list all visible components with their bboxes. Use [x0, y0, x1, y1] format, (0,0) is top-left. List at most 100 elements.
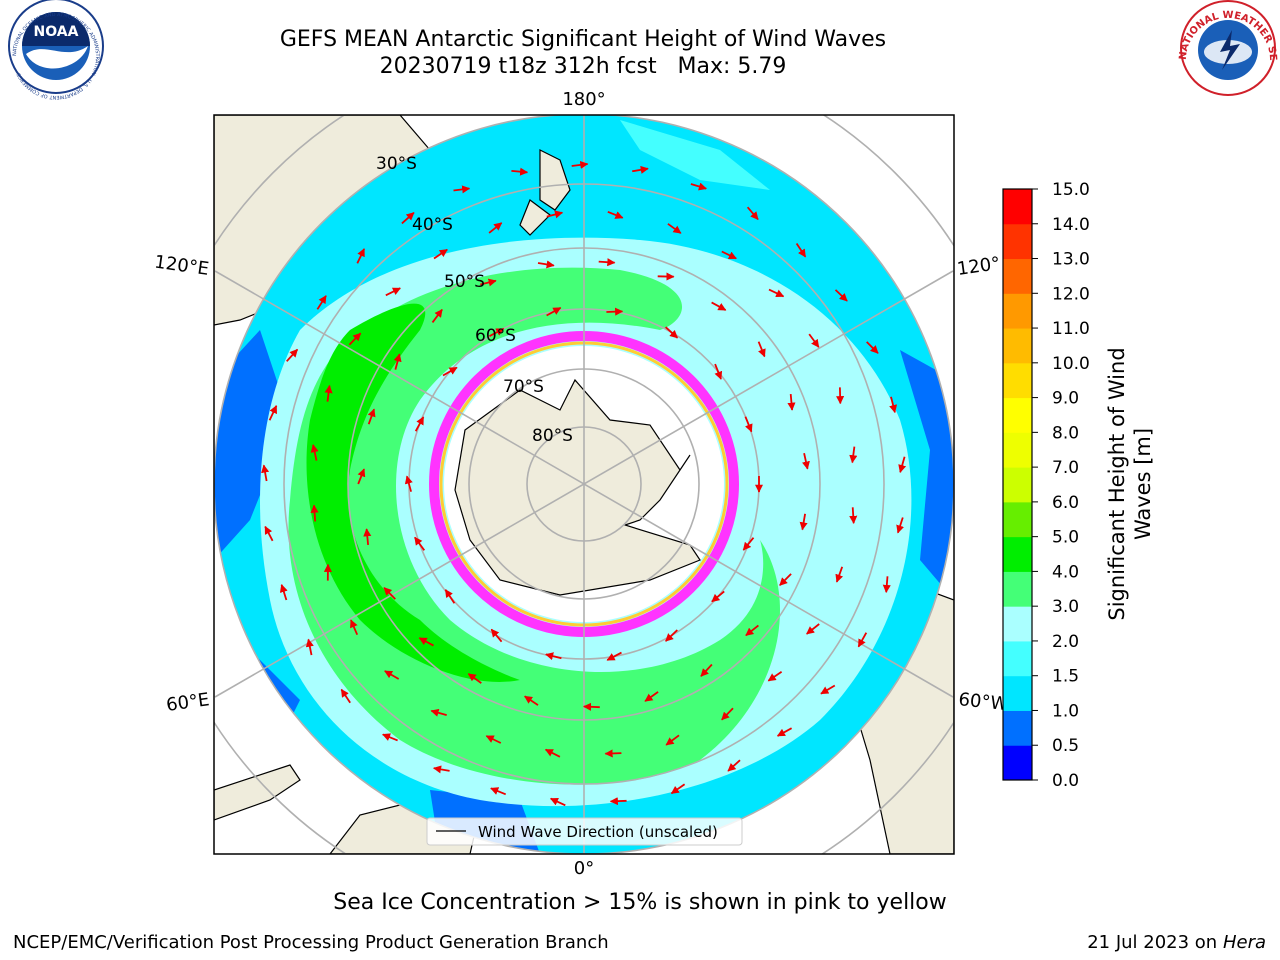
- colorbar-swatch: [1003, 467, 1032, 503]
- wave-direction-arrow: [385, 287, 401, 297]
- wave-direction-arrow: [711, 590, 725, 603]
- graticule: [214, 115, 954, 854]
- chart-subtitle: 20230719 t18z 312h fcst Max: 5.79: [379, 54, 787, 79]
- wave-direction-arrow: [767, 670, 783, 682]
- wave-direction-arrow: [799, 513, 808, 531]
- colorbar-tick-label: 12.0: [1052, 284, 1090, 304]
- lon-label-120w: 120°: [956, 253, 1002, 280]
- wave-direction-arrow: [857, 632, 868, 648]
- legend-label: Wind Wave Direction (unscaled): [478, 823, 718, 841]
- wave-direction-arrow: [488, 327, 505, 337]
- wave-direction-arrow: [746, 206, 759, 221]
- map-panel: [214, 115, 954, 854]
- noaa-abbrev: NOAA: [34, 24, 79, 40]
- arrow-legend: Wind Wave Direction (unscaled): [426, 817, 743, 846]
- wave-direction-arrow: [779, 573, 792, 586]
- lon-label-bottom: 0°: [574, 858, 594, 879]
- wave-direction-arrow: [776, 727, 793, 737]
- colorbar-tick-label: 10.0: [1052, 354, 1090, 374]
- colorbar-tick-label: 14.0: [1052, 215, 1090, 235]
- colorbar-swatch: [1003, 223, 1032, 260]
- colorbar-tick-label: 15.0: [1052, 180, 1090, 200]
- wave-direction-arrow: [834, 289, 848, 302]
- wave-direction-arrow: [667, 223, 682, 234]
- wave-direction-arrow: [889, 396, 898, 414]
- wave-direction-arrow: [546, 307, 562, 317]
- colorbar-swatch: [1003, 745, 1032, 781]
- wave-direction-arrow: [511, 167, 529, 176]
- wave-direction-arrow: [849, 507, 858, 525]
- wave-direction-arrow: [414, 536, 426, 551]
- wave-direction-arrow: [433, 248, 448, 260]
- wave-direction-arrow: [324, 384, 333, 402]
- wave-direction-arrow: [431, 308, 443, 323]
- lat-label-40s: 40°S: [412, 215, 453, 235]
- colorbar-swatch: [1003, 536, 1032, 572]
- wave-direction-arrow: [546, 210, 564, 219]
- wave-direction-arrow: [744, 416, 753, 433]
- colorbar-tick-label: 4.0: [1052, 562, 1079, 582]
- wave-direction-arrow: [896, 517, 904, 534]
- wave-direction-arrow: [363, 528, 372, 545]
- wave-direction-arrow: [357, 468, 366, 485]
- wave-direction-arrow: [882, 576, 891, 594]
- wave-direction-arrow: [711, 301, 727, 311]
- wave-direction-arrow: [632, 165, 649, 174]
- colorbar-swatch: [1003, 710, 1032, 746]
- wave-direction-arrow: [279, 584, 288, 601]
- wave-direction-arrow: [604, 749, 622, 758]
- chart-title: GEFS MEAN Antarctic Significant Height o…: [279, 27, 887, 52]
- wave-direction-arrow: [835, 566, 844, 583]
- colorbar-swatch: [1003, 397, 1032, 433]
- wave-direction-arrow: [545, 652, 562, 661]
- colorbar-swatch: [1003, 675, 1032, 711]
- colorbar-swatches: [1003, 189, 1032, 781]
- wave-direction-arrow: [714, 363, 723, 380]
- wave-direction-arrow: [404, 475, 413, 492]
- colorbar-tick-label: 0.5: [1052, 736, 1079, 756]
- wave-direction-arrow: [644, 691, 659, 702]
- wave-direction-arrow: [768, 288, 785, 298]
- wave-direction-arrow: [414, 416, 425, 432]
- wave-direction-arrow: [490, 628, 503, 643]
- wave-direction-arrow: [524, 695, 539, 706]
- date-stamp: 21 Jul 2023 on Hera: [1087, 932, 1266, 953]
- wave-direction-arrow: [795, 243, 807, 258]
- wave-direction-arrow: [310, 444, 319, 461]
- wave-direction-arrow: [757, 341, 766, 358]
- date-text: 21 Jul 2023 on: [1087, 932, 1218, 953]
- wave-direction-arrow: [742, 537, 755, 551]
- wave-direction-arrow: [348, 332, 362, 346]
- wave-direction-arrow: [806, 623, 820, 635]
- wave-direction-arrow: [727, 759, 741, 772]
- wave-direction-arrow: [606, 651, 622, 661]
- lat-label-30s: 30°S: [376, 154, 417, 174]
- wave-direction-arrow: [607, 210, 624, 219]
- wave-direction-arrow: [444, 589, 456, 604]
- wave-direction-arrow: [268, 405, 278, 421]
- wave-direction-arrow: [690, 182, 707, 191]
- wave-direction-arrow: [384, 670, 400, 680]
- colorbar-tick-label: 7.0: [1052, 458, 1079, 478]
- colorbar-tick-label: 0.0: [1052, 771, 1079, 791]
- wave-direction-arrow: [488, 222, 503, 234]
- colorbar-swatch: [1003, 293, 1032, 329]
- colorbar-tick-label: 5.0: [1052, 528, 1079, 548]
- lat-label-60s: 60°S: [475, 326, 516, 346]
- colorbar-swatch: [1003, 501, 1032, 538]
- wave-direction-arrow: [356, 248, 366, 264]
- wave-direction-arrow: [721, 250, 737, 260]
- colorbar-swatch: [1003, 571, 1032, 607]
- wave-direction-arrow: [430, 708, 447, 717]
- wave-direction-arrow: [598, 258, 616, 267]
- wave-direction-arrow: [467, 673, 482, 684]
- wave-direction-arrow: [383, 587, 396, 600]
- wave-direction-arrow: [898, 456, 907, 473]
- wave-direction-arrow: [418, 637, 434, 647]
- map-frame: [213, 114, 955, 855]
- colorbar-label-line1: Significant Height of Wind: [1105, 347, 1129, 620]
- colorbar-label-line2: Waves [m]: [1131, 428, 1155, 540]
- noaa-logo: NOAA NATIONAL OCEANIC AND ATMOSPHERIC AD…: [8, 0, 104, 100]
- wave-direction-arrow: [382, 733, 398, 742]
